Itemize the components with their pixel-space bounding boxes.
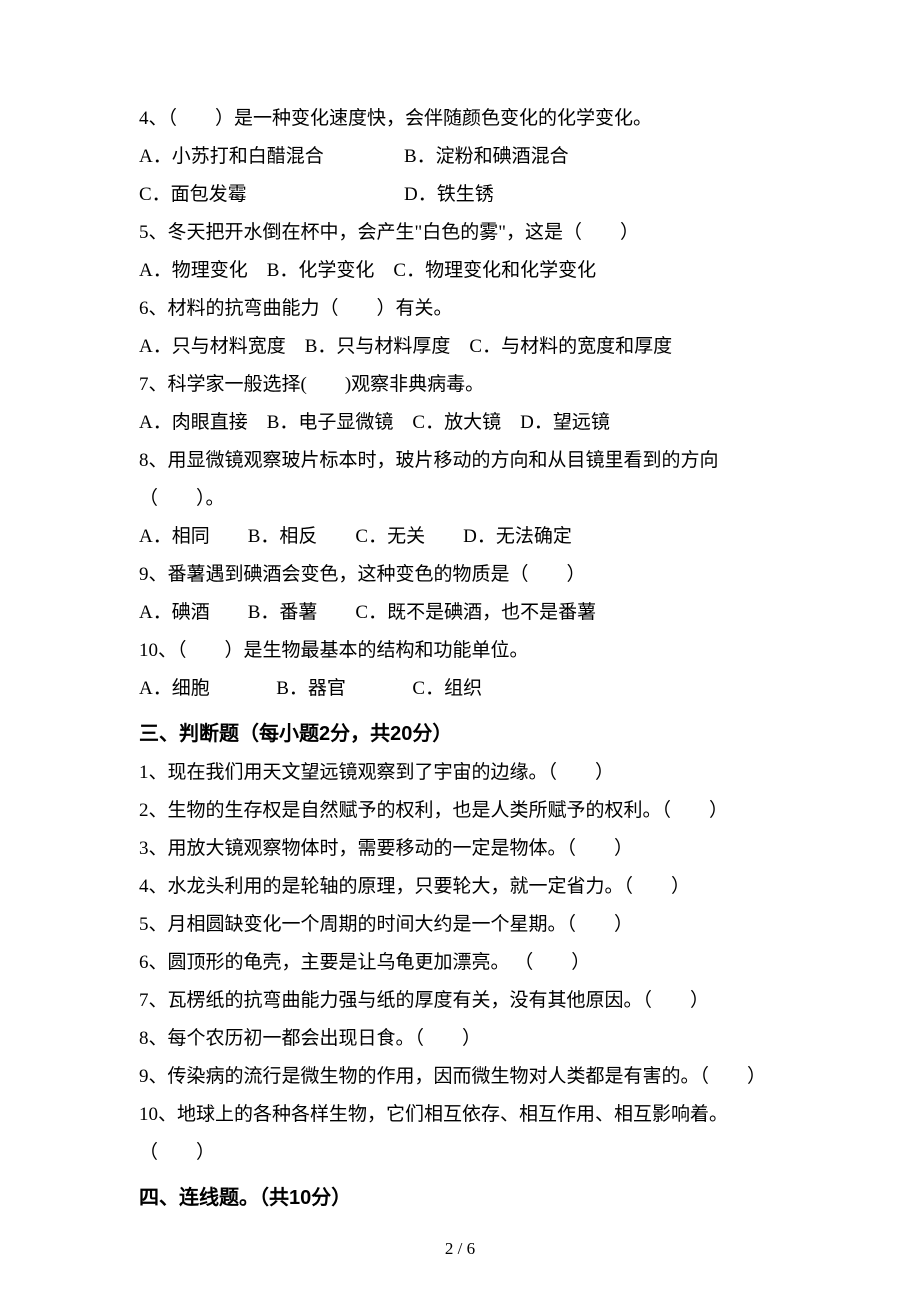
- opt: C．与材料的宽度和厚度: [469, 336, 672, 357]
- question-stem: 8、用显微镜观察玻片标本时，玻片移动的方向和从目镜里看到的方向（ ）。: [139, 442, 781, 518]
- q-num: 5、: [139, 222, 168, 243]
- q-num: 8、: [139, 450, 168, 471]
- opt: A．小苏打和白醋混合: [139, 138, 404, 176]
- opt: D．无法确定: [463, 526, 572, 547]
- opt: B．淀粉和碘酒混合: [404, 146, 569, 167]
- gap: [501, 412, 520, 433]
- q-text: 用显微镜观察玻片标本时，玻片移动的方向和从目镜里看到的方向（ ）。: [139, 450, 719, 509]
- gap: [450, 336, 469, 357]
- opt: D．望远镜: [520, 412, 610, 433]
- opt: C．物理变化和化学变化: [393, 260, 596, 281]
- opt: B．番薯: [248, 602, 318, 623]
- opt: B．相反: [248, 526, 318, 547]
- options-row: A．碘酒 B．番薯 C．既不是碘酒，也不是番薯: [139, 594, 781, 632]
- judge-item: 3、用放大镜观察物体时，需要移动的一定是物体。（ ）: [139, 830, 781, 868]
- question-stem: 6、材料的抗弯曲能力（ ）有关。: [139, 290, 781, 328]
- options-row: A．肉眼直接 B．电子显微镜 C．放大镜 D．望远镜: [139, 404, 781, 442]
- opt: A．细胞: [139, 678, 210, 699]
- gap: [210, 526, 248, 547]
- options-row: A．相同 B．相反 C．无关 D．无法确定: [139, 518, 781, 556]
- q-text: 番薯遇到碘酒会变色，这种变色的物质是（ ）: [168, 564, 586, 585]
- gap: [210, 678, 277, 699]
- judge-item: 1、现在我们用天文望远镜观察到了宇宙的边缘。（ ）: [139, 754, 781, 792]
- opt: A．碘酒: [139, 602, 210, 623]
- section-title: 四、连线题。（共10分）: [139, 1178, 781, 1218]
- opt: A．相同: [139, 526, 210, 547]
- q-text: （ ）是一种变化速度快，会伴随颜色变化的化学变化。: [168, 108, 653, 129]
- gap: [248, 260, 267, 281]
- q-text: 材料的抗弯曲能力（ ）有关。: [168, 298, 453, 319]
- gap: [393, 412, 412, 433]
- gap: [317, 526, 355, 547]
- question-stem: 9、番薯遇到碘酒会变色，这种变色的物质是（ ）: [139, 556, 781, 594]
- opt: C．组织: [412, 678, 482, 699]
- page-number: 2 / 6: [139, 1218, 781, 1266]
- q-num: 7、: [139, 374, 168, 395]
- gap: [317, 602, 355, 623]
- gap: [286, 336, 305, 357]
- gap: [210, 602, 248, 623]
- opt: C．面包发霉: [139, 176, 404, 214]
- opt: C．放大镜: [412, 412, 501, 433]
- opt: A．肉眼直接: [139, 412, 248, 433]
- judge-item: 5、月相圆缺变化一个周期的时间大约是一个星期。（ ）: [139, 906, 781, 944]
- q-text: 科学家一般选择( )观察非典病毒。: [168, 374, 485, 395]
- judge-item: 4、水龙头利用的是轮轴的原理，只要轮大，就一定省力。（ ）: [139, 868, 781, 906]
- opt: B．化学变化: [267, 260, 375, 281]
- options-row: A．细胞 B．器官 C．组织: [139, 670, 781, 708]
- gap: [425, 526, 463, 547]
- q-num: 4、: [139, 108, 168, 129]
- q-num: 10、: [139, 640, 177, 661]
- gap: [248, 412, 267, 433]
- opt: C．既不是碘酒，也不是番薯: [355, 602, 596, 623]
- opt: B．只与材料厚度: [305, 336, 451, 357]
- gap: [374, 260, 393, 281]
- judge-item: 8、每个农历初一都会出现日食。（ ）: [139, 1020, 781, 1058]
- judge-item: 9、传染病的流行是微生物的作用，因而微生物对人类都是有害的。（ ）: [139, 1058, 781, 1096]
- question-stem: 4、（ ）是一种变化速度快，会伴随颜色变化的化学变化。: [139, 100, 781, 138]
- judge-item: 2、生物的生存权是自然赋予的权利，也是人类所赋予的权利。（ ）: [139, 792, 781, 830]
- options-row: A．物理变化 B．化学变化 C．物理变化和化学变化: [139, 252, 781, 290]
- opt: A．只与材料宽度: [139, 336, 286, 357]
- q-num: 9、: [139, 564, 168, 585]
- opt: D．铁生锈: [404, 184, 494, 205]
- q-text: （ ）是生物最基本的结构和功能单位。: [177, 640, 529, 661]
- judge-item: 10、地球上的各种各样生物，它们相互依存、相互作用、相互影响着。（ ）: [139, 1096, 781, 1172]
- options-row: C．面包发霉D．铁生锈: [139, 176, 781, 214]
- question-stem: 5、冬天把开水倒在杯中，会产生"白色的雾"，这是（ ）: [139, 214, 781, 252]
- opt: A．物理变化: [139, 260, 248, 281]
- options-row: A．只与材料宽度 B．只与材料厚度 C．与材料的宽度和厚度: [139, 328, 781, 366]
- gap: [346, 678, 413, 699]
- opt: B．电子显微镜: [267, 412, 394, 433]
- opt: B．器官: [276, 678, 346, 699]
- q-num: 6、: [139, 298, 168, 319]
- q-text: 冬天把开水倒在杯中，会产生"白色的雾"，这是（ ）: [168, 222, 640, 243]
- opt: C．无关: [355, 526, 425, 547]
- section-title: 三、判断题（每小题2分，共20分）: [139, 714, 781, 754]
- judge-item: 7、瓦楞纸的抗弯曲能力强与纸的厚度有关，没有其他原因。（ ）: [139, 982, 781, 1020]
- question-stem: 10、（ ）是生物最基本的结构和功能单位。: [139, 632, 781, 670]
- judge-item: 6、圆顶形的龟壳，主要是让乌龟更加漂亮。 （ ）: [139, 944, 781, 982]
- question-stem: 7、科学家一般选择( )观察非典病毒。: [139, 366, 781, 404]
- options-row: A．小苏打和白醋混合B．淀粉和碘酒混合: [139, 138, 781, 176]
